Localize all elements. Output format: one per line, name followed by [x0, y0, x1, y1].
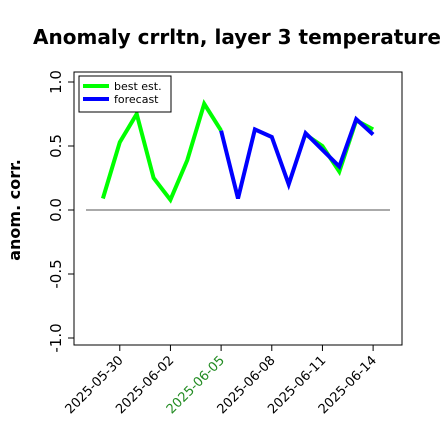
series-line-2 — [219, 115, 375, 199]
y-tick-label: -1.0 — [47, 323, 65, 352]
y-tick-label: 0.5 — [47, 134, 65, 158]
plot-frame — [73, 71, 403, 346]
y-tick-label: 1.0 — [47, 70, 65, 94]
chart-title: Anomaly crrltn, layer 3 temperature — [33, 25, 440, 49]
y-tick-label: -0.5 — [47, 259, 65, 288]
legend-box — [78, 75, 172, 113]
legend-label: best est. — [114, 80, 162, 93]
y-axis-label: anom. corr. — [5, 159, 24, 261]
legend: best est.forecast — [78, 75, 172, 113]
series-line-0 — [100, 99, 223, 204]
y-axis: -1.0 -0.5 0.0 0.5 1.0 — [47, 70, 74, 353]
series-group — [100, 99, 375, 204]
x-axis: 2025-05-302025-06-022025-06-052025-06-08… — [63, 345, 380, 417]
y-tick-label: 0.0 — [47, 198, 65, 222]
legend-label: forecast — [114, 93, 159, 106]
